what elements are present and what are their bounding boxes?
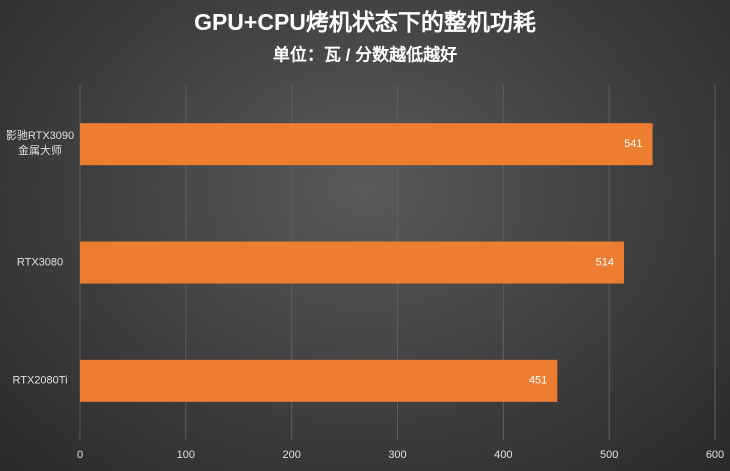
x-tick-label: 200 (282, 449, 300, 461)
x-tick-label: 300 (388, 449, 406, 461)
y-tick-label: RTX3080 (16, 256, 64, 268)
y-tick-label: RTX2080Ti (12, 374, 68, 387)
bar (80, 359, 558, 402)
x-tick-label: 500 (600, 449, 618, 461)
value-label: 541 (624, 138, 642, 150)
chart-title: GPU+CPU烤机状态下的整机功耗 (194, 9, 536, 35)
bar (80, 123, 653, 166)
x-tick-label: 0 (77, 449, 83, 461)
y-tick-label: 影驰RTX3090 金属大师 (5, 130, 75, 158)
x-tick-label: 100 (177, 449, 195, 461)
x-tick-label: 600 (706, 449, 724, 461)
bar (80, 241, 624, 284)
value-label: 451 (529, 375, 547, 387)
value-label: 514 (596, 256, 614, 268)
x-tick-label: 400 (494, 449, 512, 461)
chart-subtitle: 单位：瓦 / 分数越低越好 (273, 44, 457, 64)
